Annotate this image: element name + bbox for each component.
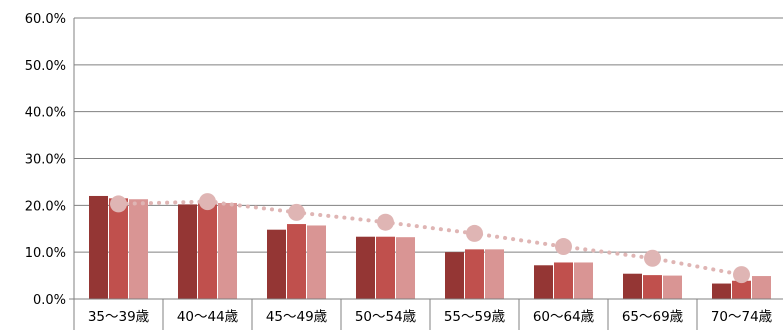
x-tick-label: 60〜64歳	[533, 309, 595, 325]
bar	[534, 265, 553, 299]
bar	[376, 236, 395, 299]
bar	[287, 224, 306, 299]
y-axis-ticks: 0.0% 10.0% 20.0% 30.0% 40.0% 50.0% 60.0%	[25, 12, 66, 308]
trend-marker	[733, 266, 750, 284]
x-tick-label: 70〜74歳	[711, 309, 773, 325]
trend-marker	[644, 249, 661, 267]
trend-marker	[377, 213, 394, 231]
y-tick-label: 30.0%	[25, 153, 66, 168]
axes	[69, 18, 783, 330]
bar	[574, 262, 593, 299]
trend-marker	[110, 195, 127, 213]
bar	[89, 195, 108, 299]
trend-markers	[110, 193, 750, 284]
x-tick-label: 35〜39歳	[88, 309, 150, 325]
x-tick-label: 50〜54歳	[355, 309, 417, 325]
trend-marker	[199, 193, 216, 211]
y-tick-label: 20.0%	[25, 199, 66, 214]
trend-marker	[466, 224, 483, 242]
trend-line-path	[116, 199, 744, 277]
bar	[356, 236, 375, 299]
bar	[396, 237, 415, 299]
bar	[465, 249, 484, 299]
x-tick-label: 65〜69歳	[622, 309, 684, 325]
trend-marker	[555, 238, 572, 256]
bar	[732, 280, 751, 299]
bar	[267, 229, 286, 299]
y-tick-label: 50.0%	[25, 59, 66, 74]
bar	[623, 273, 642, 299]
bar	[554, 262, 573, 299]
bar	[663, 275, 682, 299]
x-tick-label: 40〜44歳	[177, 309, 239, 325]
bars	[89, 195, 771, 299]
x-tick-label: 45〜49歳	[266, 309, 328, 325]
y-tick-label: 60.0%	[25, 12, 66, 27]
bar	[485, 249, 504, 299]
trend-line	[116, 199, 744, 277]
bar	[643, 275, 662, 299]
x-axis-labels: 35〜39歳 40〜44歳 45〜49歳 50〜54歳 55〜59歳 60〜64歳 65〜6…	[88, 309, 773, 325]
bar	[129, 199, 148, 299]
y-tick-label: 0.0%	[33, 293, 66, 308]
bar	[752, 276, 771, 299]
bar	[178, 204, 197, 299]
bar	[445, 252, 464, 299]
trend-marker	[288, 203, 305, 221]
bar	[307, 225, 326, 299]
bar	[712, 283, 731, 299]
bar	[109, 198, 128, 299]
bar	[218, 202, 237, 299]
y-tick-label: 40.0%	[25, 106, 66, 121]
y-tick-label: 10.0%	[25, 246, 66, 261]
x-tick-label: 55〜59歳	[444, 309, 506, 325]
bar	[198, 200, 217, 299]
